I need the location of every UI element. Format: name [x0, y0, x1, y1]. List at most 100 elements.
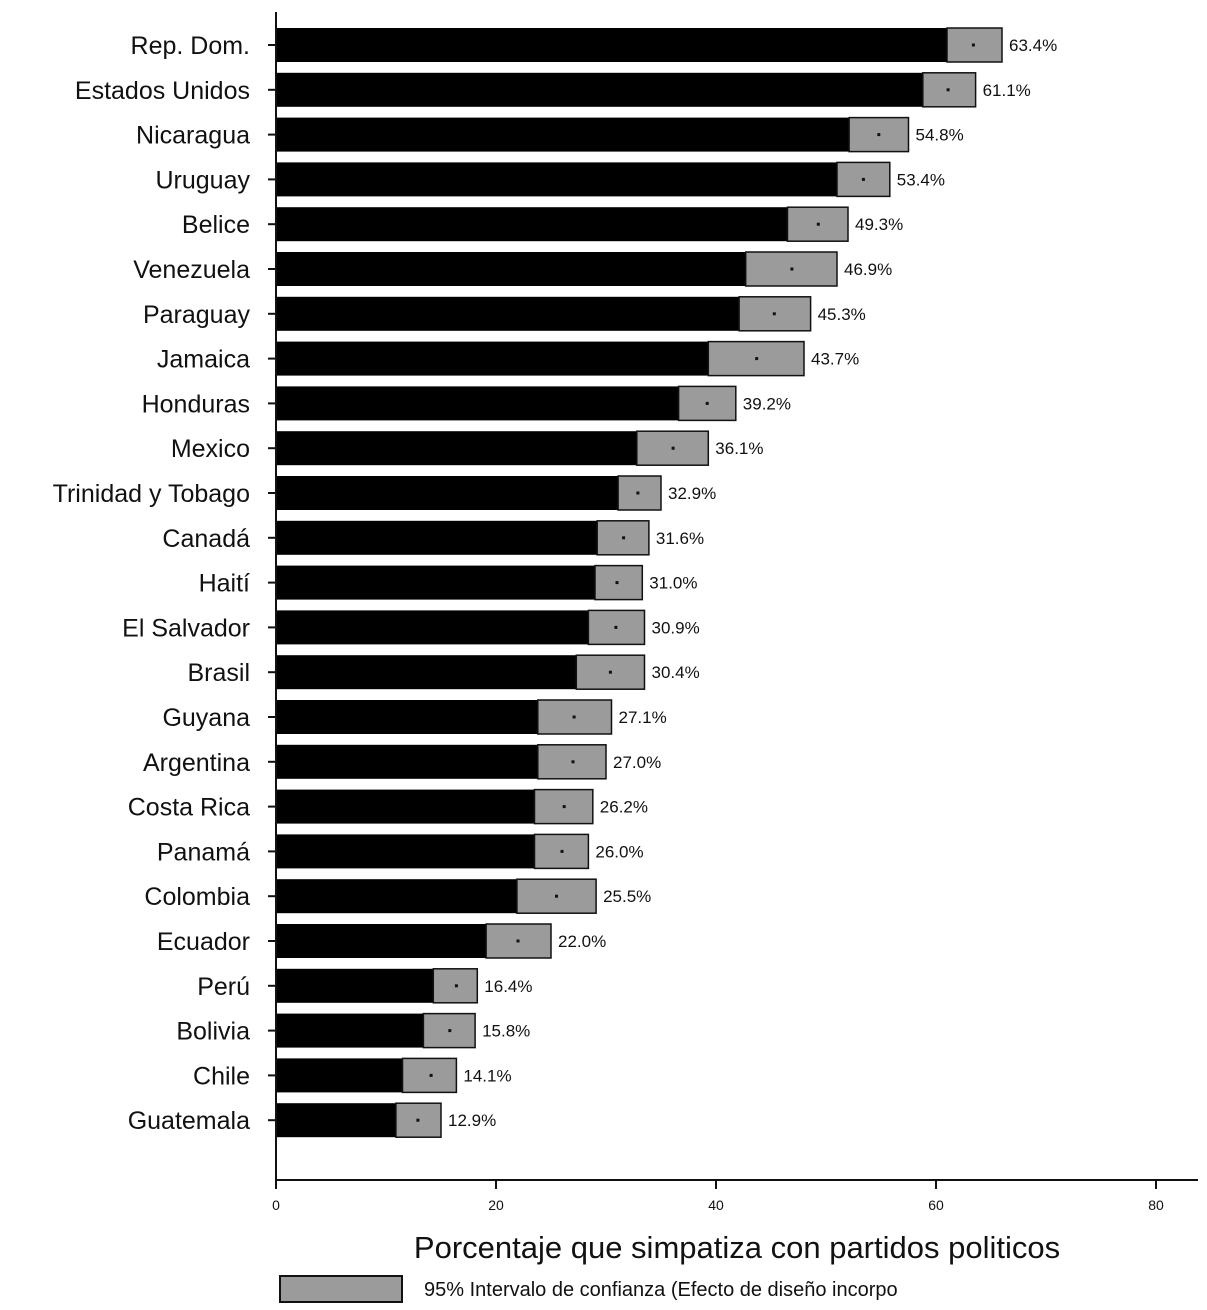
category-label: Haití [199, 570, 250, 598]
bar [276, 924, 487, 958]
value-label: 26.2% [600, 798, 648, 817]
bar [276, 341, 709, 376]
point-estimate [429, 1073, 433, 1077]
bar [276, 296, 740, 331]
value-label: 30.4% [652, 663, 700, 682]
value-label: 14.1% [463, 1066, 511, 1085]
ci-box [594, 564, 644, 601]
point-estimate [946, 88, 950, 92]
value-label: 26.0% [595, 842, 643, 861]
x-ticks: 0 20 40 60 80 [272, 1180, 1164, 1213]
point-estimate [516, 939, 520, 943]
point-estimate [572, 715, 576, 719]
bar [276, 386, 679, 421]
x-axis-title: Porcentaje que simpatiza con partidos po… [414, 1230, 1060, 1265]
value-label: 12.9% [448, 1111, 496, 1130]
bar [276, 476, 619, 510]
bar [276, 1103, 396, 1138]
value-label: 46.9% [844, 260, 892, 279]
value-label: 27.1% [619, 708, 667, 727]
value-label: 61.1% [983, 81, 1031, 100]
point-estimate [636, 491, 640, 495]
category-label: Canadá [162, 525, 250, 553]
bar [276, 968, 434, 1003]
bar [276, 28, 947, 62]
value-label: 27.0% [613, 753, 661, 772]
category-label: Belice [182, 211, 250, 239]
category-label: Panamá [157, 838, 250, 866]
bar [276, 1058, 403, 1093]
value-label: 32.9% [668, 484, 716, 503]
bar [276, 207, 788, 242]
value-label: 16.4% [484, 977, 532, 996]
value-label: 53.4% [897, 170, 945, 189]
legend: 95% Intervalo de confianza (Efecto de di… [279, 1275, 898, 1303]
point-estimate [615, 581, 619, 585]
value-label: 25.5% [603, 887, 651, 906]
point-estimate [571, 760, 575, 764]
value-label: 45.3% [818, 305, 866, 324]
bar [276, 610, 589, 645]
value-label: 43.7% [811, 350, 859, 369]
point-estimate [416, 1118, 420, 1122]
point-estimate [671, 446, 675, 450]
bar [276, 162, 837, 197]
category-label: Brasil [187, 659, 250, 687]
point-estimate [971, 43, 975, 47]
value-label: 31.6% [656, 529, 704, 548]
category-label: Chile [193, 1062, 250, 1090]
bar [276, 834, 535, 869]
ci-box [617, 475, 662, 511]
category-label: Colombia [144, 883, 250, 911]
category-label: Rep. Dom. [131, 32, 250, 60]
point-estimate [790, 267, 794, 271]
category-label: Ecuador [157, 928, 250, 956]
value-label: 31.0% [649, 574, 697, 593]
point-estimate [560, 849, 564, 853]
point-estimate [877, 133, 881, 137]
bar [276, 431, 637, 466]
category-label: Trinidad y Tobago [53, 480, 250, 508]
legend-label: 95% Intervalo de confianza (Efecto de di… [424, 1279, 898, 1301]
ci-box [401, 1057, 458, 1094]
bars-layer [276, 27, 1003, 1138]
category-label: Perú [197, 973, 250, 1001]
bar [276, 1013, 424, 1048]
bar [276, 252, 746, 286]
category-label: Mexico [171, 435, 250, 463]
point-estimate [562, 805, 566, 809]
ci-box [395, 1102, 442, 1138]
category-label: Argentina [143, 749, 250, 777]
category-label: Estados Unidos [75, 77, 250, 105]
x-tick-label: 80 [1148, 1197, 1164, 1213]
bar [276, 565, 595, 600]
bar [276, 700, 538, 734]
x-tick-label: 20 [488, 1197, 504, 1213]
point-estimate [448, 1029, 452, 1033]
value-label: 22.0% [558, 932, 606, 951]
bar [276, 744, 538, 779]
bar [276, 520, 598, 555]
category-label: Paraguay [143, 301, 251, 329]
point-estimate [614, 625, 618, 629]
point-estimate [555, 894, 558, 898]
category-label: Guatemala [128, 1107, 250, 1135]
category-label: Bolivia [176, 1018, 250, 1046]
category-label: Honduras [142, 390, 250, 418]
category-label: Nicaragua [136, 122, 250, 150]
value-label: 30.9% [652, 618, 700, 637]
point-estimate [454, 984, 458, 988]
category-label: Jamaica [157, 346, 250, 374]
legend-ci-swatch [279, 1275, 403, 1303]
ci-box [707, 340, 805, 377]
value-label: 54.8% [916, 126, 964, 145]
point-estimate [608, 670, 612, 674]
point-estimate [755, 357, 759, 361]
category-label: Guyana [162, 704, 250, 732]
x-tick-label: 60 [928, 1197, 944, 1213]
x-tick-label: 40 [708, 1197, 724, 1213]
labels-layer: Rep. Dom. 63.4% Estados Unidos 61.1% Nicarag… [53, 32, 1058, 1135]
value-label: 63.4% [1009, 36, 1057, 55]
